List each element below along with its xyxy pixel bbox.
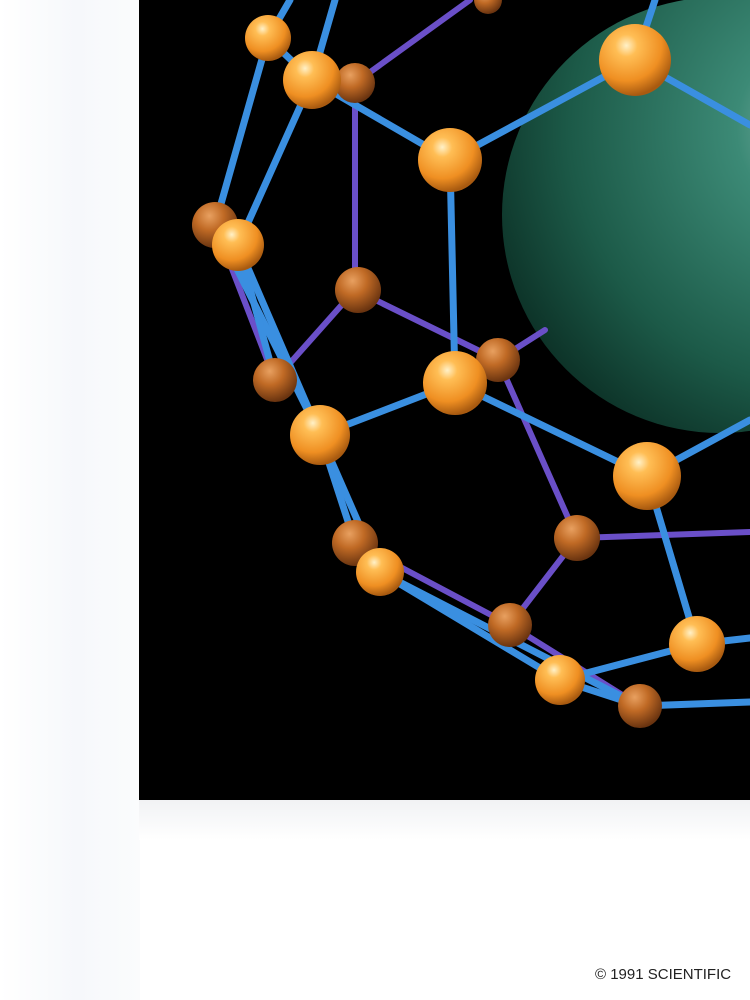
inner-sphere [502,0,750,433]
front-atoms [212,15,725,705]
scan-edge [139,800,750,840]
copyright-notice: © 1991 SCIENTIFIC [595,966,732,983]
fullerene-illustration [139,0,750,800]
scan-margin [0,0,140,1000]
